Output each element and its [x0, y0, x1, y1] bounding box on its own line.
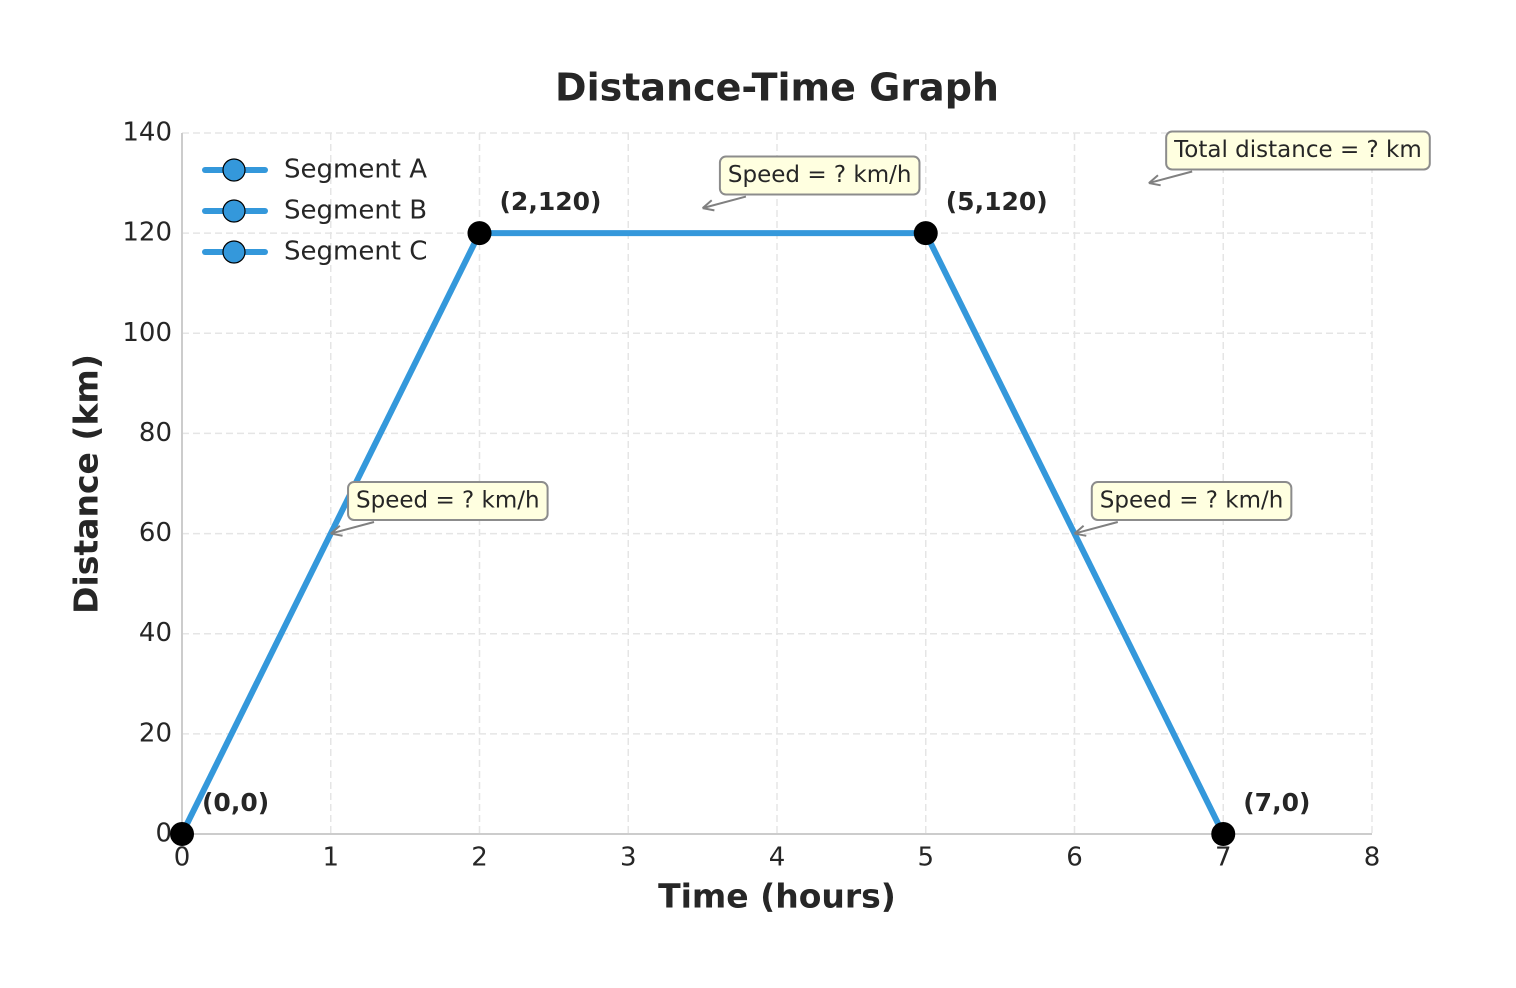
- annotation-box: [1090, 481, 1293, 522]
- annotation-box: [1165, 130, 1431, 171]
- arrow-head: [1148, 182, 1161, 187]
- y-tick-label: 80: [139, 418, 172, 448]
- annotation-text: Total distance = ? km: [1173, 137, 1422, 163]
- data-point: [467, 221, 492, 246]
- y-tick-label: 120: [122, 218, 172, 248]
- legend-label: Segment B: [284, 196, 427, 226]
- y-axis-label: Distance (km): [67, 354, 106, 614]
- annotation: Speed = ? km/h: [701, 155, 921, 212]
- point-label: (0,0): [202, 788, 269, 817]
- legend-label: Segment A: [284, 155, 427, 185]
- annotation: Speed = ? km/h: [1073, 481, 1293, 537]
- arrow-head: [330, 532, 343, 537]
- annotation: Total distance = ? km: [1148, 130, 1431, 187]
- annotation-text: Speed = ? km/h: [1100, 488, 1284, 514]
- annotation-arrow: [1074, 521, 1119, 535]
- annotation-text: Speed = ? km/h: [356, 488, 540, 514]
- legend-marker: [222, 240, 246, 264]
- x-tick-label: 3: [620, 843, 637, 873]
- x-tick-label: 4: [769, 843, 786, 873]
- x-tick-label: 0: [174, 843, 191, 873]
- y-tick-label: 40: [139, 618, 172, 648]
- annotation-box: [347, 481, 549, 522]
- annotation-arrow: [330, 521, 375, 535]
- y-tick-label: 20: [139, 718, 172, 748]
- point-label: (2,120): [500, 187, 602, 216]
- annotation-text: Speed = ? km/h: [728, 162, 912, 188]
- y-tick-label: 140: [122, 118, 172, 148]
- data-point: [1211, 822, 1236, 846]
- arrow-head: [1148, 174, 1159, 184]
- arrow-head: [330, 524, 341, 535]
- x-tick-label: 5: [917, 843, 934, 873]
- annotation-box: [718, 155, 921, 196]
- x-tick-label: 1: [322, 843, 339, 873]
- data-point: [913, 221, 938, 246]
- x-tick-label: 6: [1066, 843, 1083, 873]
- arrow-head: [1074, 532, 1087, 537]
- y-tick-label: 60: [139, 518, 172, 548]
- legend-label: Segment C: [284, 237, 427, 267]
- legend-marker: [222, 158, 246, 182]
- x-tick-label: 7: [1215, 843, 1232, 873]
- chart-title: Distance-Time Graph: [555, 66, 999, 110]
- point-label: (5,120): [946, 187, 1048, 216]
- arrow-head: [702, 207, 715, 212]
- arrow-head: [701, 199, 713, 209]
- x-tick-label: 2: [471, 843, 488, 873]
- point-label: (7,0): [1243, 788, 1310, 817]
- annotation-arrow: [702, 195, 747, 210]
- data-point: [170, 822, 194, 846]
- legend-marker: [222, 199, 246, 223]
- arrow-head: [1073, 524, 1085, 535]
- annotation: Speed = ? km/h: [330, 481, 549, 537]
- annotation-arrow: [1148, 170, 1193, 185]
- x-axis-label: Time (hours): [658, 877, 896, 916]
- y-tick-label: 0: [155, 819, 172, 849]
- x-tick-label: 8: [1364, 843, 1381, 873]
- y-tick-label: 100: [122, 318, 172, 348]
